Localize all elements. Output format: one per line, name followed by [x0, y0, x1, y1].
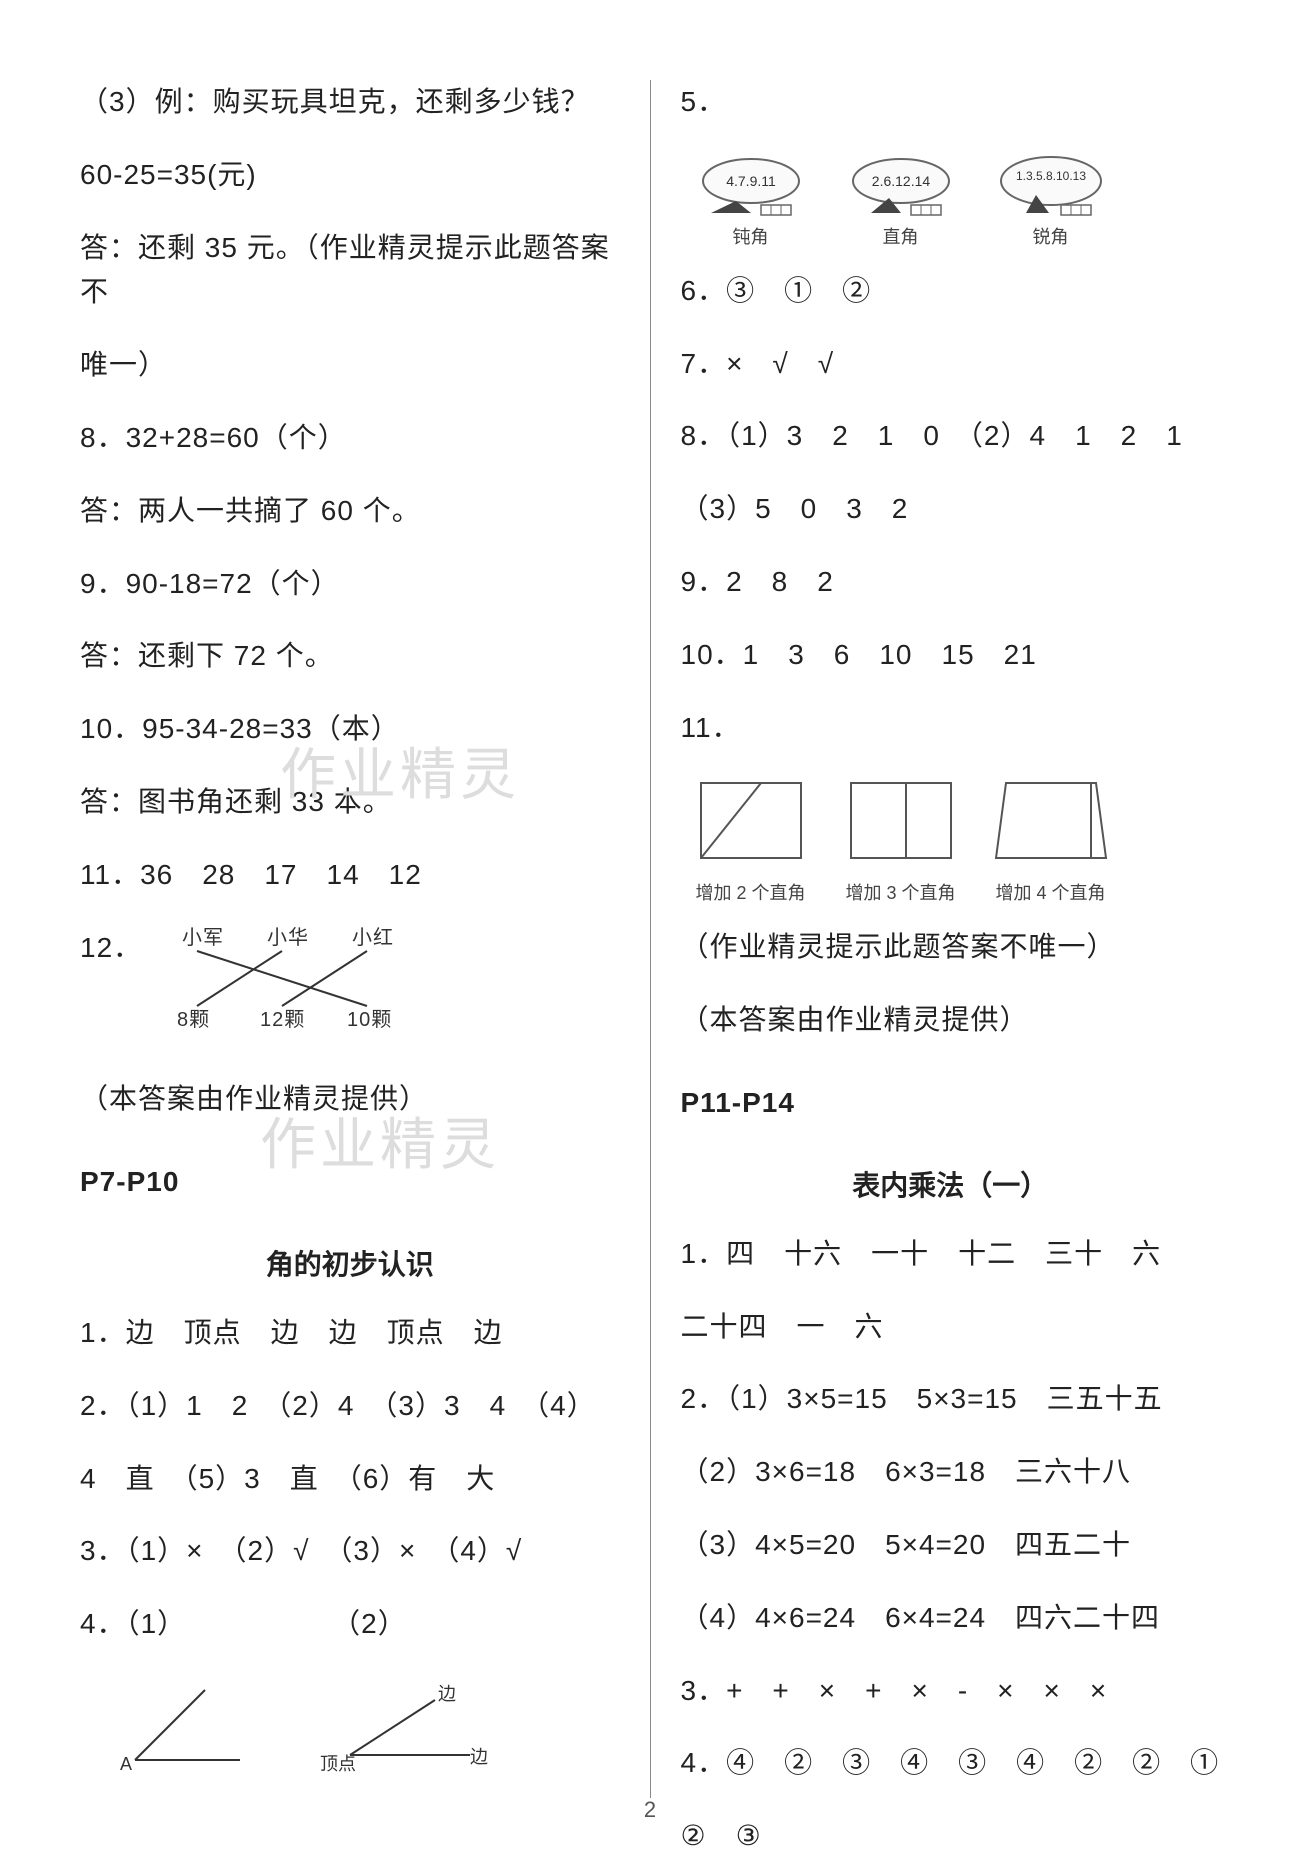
text-line: 答：还剩 35 元。（作业精灵提示此题答案不	[80, 226, 620, 316]
q12-diagram: 小军 小华 小红 8颗 12颗 10颗	[152, 926, 412, 1050]
angle-open-icon: A	[110, 1675, 260, 1775]
page-ref: P11-P14	[681, 1081, 1221, 1126]
text-line: （3）5 0 3 2	[681, 487, 1221, 532]
text-line: 4 直 （5）3 直 （6）有 大	[80, 1457, 620, 1502]
text-line: 8．（1）3 2 1 0 （2）4 1 2 1	[681, 414, 1221, 459]
text-line: 10．1 3 6 10 15 21	[681, 633, 1221, 678]
page-number: 2	[644, 1797, 656, 1823]
text-line: （3）例：购买玩具坦克，还剩多少钱？	[80, 80, 620, 125]
section-heading: 角的初步认识	[80, 1243, 620, 1283]
angle-labeled-icon: 边 顶点 边	[320, 1675, 490, 1775]
q4-label-a: A	[120, 1754, 132, 1774]
q12-bot-c: 10颗	[347, 1009, 392, 1031]
acute-angle-icon: 1.3.5.8.10.13 锐角	[991, 153, 1111, 249]
right-column: 5． 4.7.9.11 钝角 2.6.12.14	[650, 80, 1221, 1798]
q4-diagrams: A 边 顶点 边	[110, 1675, 620, 1775]
q5-prefix: 5．	[681, 86, 727, 117]
text-line: 60-25=35(元)	[80, 153, 620, 198]
q12-top-c: 小红	[352, 926, 394, 949]
text-line: 3．（1）× （2）√ （3）× （4）√	[80, 1529, 620, 1574]
acute-nums: 1.3.5.8.10.13	[1015, 169, 1085, 183]
text-line: 2．（1）1 2 （2）4 （3）3 4 （4）	[80, 1384, 620, 1429]
text-line: （本答案由作业精灵提供）	[80, 1077, 620, 1122]
text-line: （2）3×6=18 6×3=18 三六十八	[681, 1450, 1221, 1495]
text-line: 9．2 8 2	[681, 560, 1221, 605]
rect-split-3-icon: 增加 3 个直角	[841, 778, 961, 905]
text-line: 10．95-34-28=33（本）	[80, 707, 620, 752]
text-line: （本答案由作业精灵提供）	[681, 998, 1221, 1043]
text-line: 6．③ ① ②	[681, 269, 1221, 314]
text-line: 4．（1） （2）	[80, 1602, 620, 1647]
cross-lines-icon: 小军 小华 小红 8颗 12颗 10颗	[152, 926, 412, 1036]
q4-label-b-side: 边	[470, 1747, 488, 1767]
q11-prefix: 11．	[681, 706, 1221, 751]
q12-bot-b: 12颗	[260, 1009, 305, 1031]
text-line: 8．32+28=60（个）	[80, 416, 620, 461]
q12-row: 12． 小军 小华 小红 8颗 12颗 10颗	[80, 926, 620, 1050]
text-line: 7．× √ √	[681, 342, 1221, 387]
text-line: 1．边 顶点 边 边 顶点 边	[80, 1311, 620, 1356]
page-ref: P7-P10	[80, 1160, 620, 1205]
left-column: （3）例：购买玩具坦克，还剩多少钱？ 60-25=35(元) 答：还剩 35 元…	[80, 80, 650, 1798]
obtuse-angle-icon: 4.7.9.11 钝角	[691, 153, 811, 249]
right-label: 直角	[883, 223, 919, 249]
text-line: （作业精灵提示此题答案不唯一）	[681, 925, 1221, 970]
q4-label-b-vertex: 顶点	[320, 1754, 356, 1774]
rect-split-2-icon: 增加 2 个直角	[691, 778, 811, 905]
acute-label: 锐角	[1033, 223, 1069, 249]
text-line: ② ③	[681, 1814, 1221, 1859]
text-line: 3．+ + × + × - × × ×	[681, 1669, 1221, 1714]
text-line: 二十四 一 六	[681, 1305, 1221, 1350]
text-line: 11．36 28 17 14 12	[80, 853, 620, 898]
text-line: 9．90-18=72（个）	[80, 562, 620, 607]
text-line: （4）4×6=24 6×4=24 四六二十四	[681, 1596, 1221, 1641]
right-nums: 2.6.12.14	[871, 173, 930, 189]
text-line: 答：两人一共摘了 60 个。	[80, 489, 620, 534]
q12-top-b: 小华	[267, 926, 309, 949]
q12-top-a: 小军	[182, 926, 224, 949]
obtuse-label: 钝角	[733, 223, 769, 249]
q4-label-b-top: 边	[438, 1684, 456, 1704]
obtuse-nums: 4.7.9.11	[726, 173, 776, 189]
text-line: 唯一）	[80, 343, 620, 388]
q11-caption-a: 增加 2 个直角	[691, 879, 811, 905]
text-line: 答：图书角还剩 33 本。	[80, 780, 620, 825]
q5-icons: 4.7.9.11 钝角 2.6.12.14 直角	[691, 153, 1221, 249]
text-line: （3）4×5=20 5×4=20 四五二十	[681, 1523, 1221, 1568]
q11-caption-c: 增加 4 个直角	[991, 879, 1111, 905]
section-heading: 表内乘法（一）	[681, 1164, 1221, 1204]
q12-bot-a: 8颗	[177, 1009, 210, 1031]
text-line: 答：还剩下 72 个。	[80, 634, 620, 679]
q11-caption-b: 增加 3 个直角	[841, 879, 961, 905]
q11-icons: 增加 2 个直角 增加 3 个直角 增加 4 个直角	[691, 778, 1221, 905]
text-line: 4．④ ② ③ ④ ③ ④ ② ② ①	[681, 1741, 1221, 1786]
rect-split-4-icon: 增加 4 个直角	[991, 778, 1111, 905]
text-line: 1．四 十六 一十 十二 三十 六	[681, 1232, 1221, 1277]
text-line: 2．（1）3×5=15 5×3=15 三五十五	[681, 1377, 1221, 1422]
q12-prefix: 12．	[80, 926, 142, 971]
q5-row: 5．	[681, 80, 1221, 125]
right-angle-icon: 2.6.12.14 直角	[841, 153, 961, 249]
